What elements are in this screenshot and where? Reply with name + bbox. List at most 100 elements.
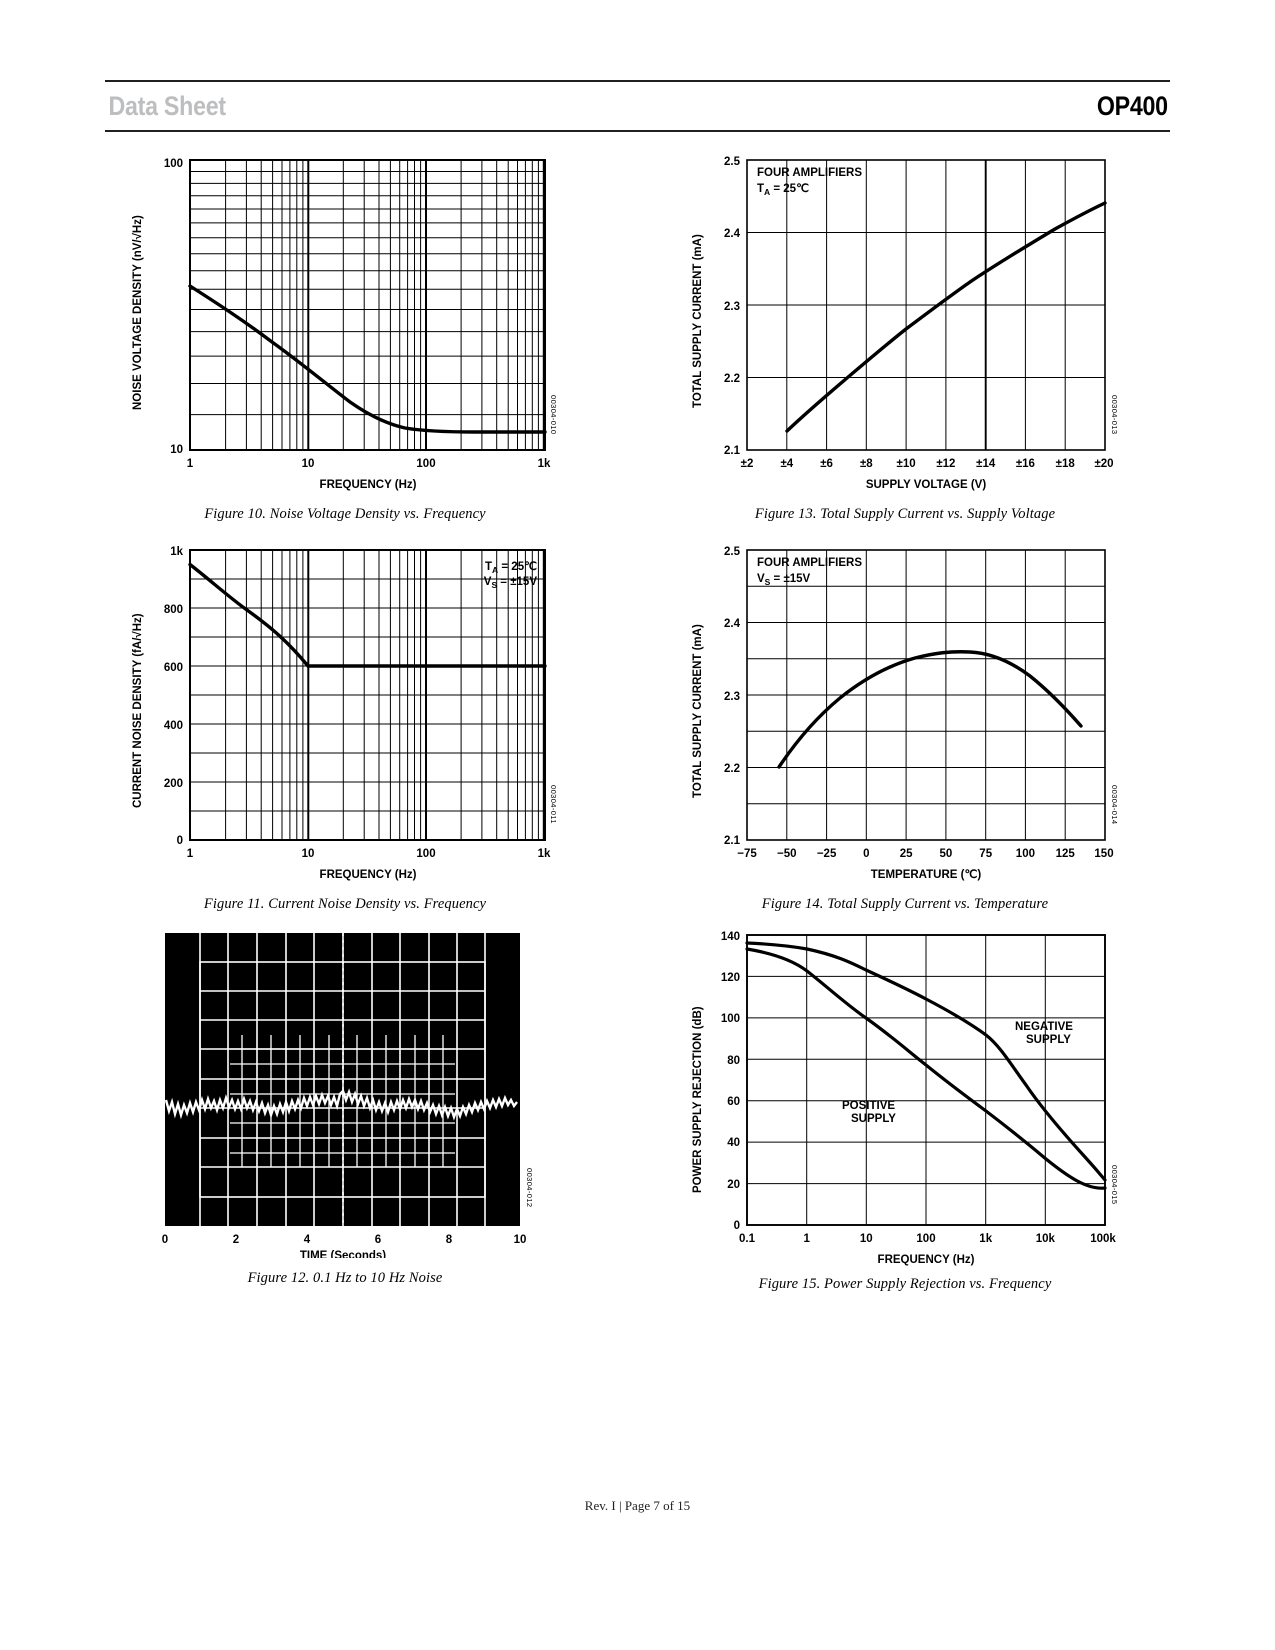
fig11-y-axis-title: CURRENT NOISE DENSITY (fA/√Hz) [131,613,144,808]
fig14-ytick-3: 2.2 [724,763,740,775]
fig15-neg-label-line1: NEGATIVE [1015,1021,1073,1033]
fig10-ytick-bottom: 10 [170,444,183,456]
fig14-ytick-4: 2.1 [724,835,741,847]
fig14-annot2-sub: S [765,577,771,587]
fig13-ytick-1: 2.4 [724,228,741,240]
fig11-xtick-3: 1k [538,848,551,860]
fig14-annot-line1: FOUR AMPLIFIERS [757,557,862,569]
figure-15-plot: POWER SUPPLY REJECTION (dB) 140 120 100 … [685,925,1125,1270]
fig12-xtick-4: 8 [446,1234,453,1246]
fig11-watermark-id: 00304-011 [549,785,558,824]
scope-graticule [199,933,486,1226]
figure-14-plot: TOTAL SUPPLY CURRENT (mA) 2.5 2.4 2.3 2.… [685,540,1125,890]
figure-15-svg: POWER SUPPLY REJECTION (dB) 140 120 100 … [692,931,1116,1266]
fig15-ytick-7: 0 [734,1220,740,1232]
svg-text:TA = 25℃: TA = 25℃ [485,560,537,575]
figure-14: TOTAL SUPPLY CURRENT (mA) 2.5 2.4 2.3 2.… [685,540,1125,913]
fig15-xtick-5: 10k [1036,1233,1056,1245]
fig11-annot2-sub: S [491,580,497,590]
fig11-xtick-1: 10 [302,848,315,860]
fig13-annot2-pre: T [757,183,764,195]
fig11-ytick-3: 400 [164,720,183,732]
fig15-ytick-3: 80 [727,1055,740,1067]
figure-11-plot: CURRENT NOISE DENSITY (fA/√Hz) 1k 800 60… [125,540,565,890]
figure-13-plot: TOTAL SUPPLY CURRENT (mA) 2.5 2.4 2.3 2.… [685,150,1125,500]
fig15-ytick-1: 120 [721,972,740,984]
document-type-title: Data Sheet [108,90,226,121]
figure-12: 0 2 4 6 8 10 TIME (Seconds) 00304-012 Fi… [125,928,565,1287]
figure-15: POWER SUPPLY REJECTION (dB) 140 120 100 … [685,925,1125,1293]
fig10-x-axis-title: FREQUENCY (Hz) [320,479,417,491]
part-number-title: OP400 [1097,90,1169,121]
figure-13: TOTAL SUPPLY CURRENT (mA) 2.5 2.4 2.3 2.… [685,150,1125,523]
fig11-ytick-2: 600 [164,662,183,674]
fig14-ytick-1: 2.4 [724,618,741,630]
fig11-annotation: TA = 25℃ VS = ±15V [484,560,538,590]
fig13-ytick-2: 2.3 [724,301,740,313]
fig13-xtick-0: ±2 [741,458,754,470]
fig13-data-curve [785,201,1107,433]
fig10-data-curve [188,284,547,434]
figure-14-svg: TOTAL SUPPLY CURRENT (mA) 2.5 2.4 2.3 2.… [692,546,1114,881]
fig15-pos-label-line1: POSITIVE [842,1100,895,1112]
fig15-negative-supply-curve [745,941,1107,1182]
fig14-annot2-post: = ±15V [770,573,810,585]
fig11-ytick-1: 800 [164,604,183,616]
fig15-ytick-6: 20 [727,1179,740,1191]
figure-11-caption: Figure 11. Current Noise Density vs. Fre… [203,896,487,912]
fig11-x-axis-title: FREQUENCY (Hz) [320,869,417,881]
fig13-ytick-3: 2.2 [724,373,740,385]
fig12-xtick-1: 2 [233,1234,239,1246]
fig13-xtick-3: ±8 [860,458,873,470]
fig14-xtick-4: 25 [900,848,913,860]
fig10-xtick-1: 10 [302,458,315,470]
fig15-neg-label-line2: SUPPLY [1026,1034,1071,1046]
fig15-xtick-0: 0.1 [739,1233,756,1245]
svg-text:VS = ±15V: VS = ±15V [757,573,811,587]
fig13-y-axis-title: TOTAL SUPPLY CURRENT (mA) [692,234,704,408]
fig10-xtick-2: 100 [416,458,435,470]
fig10-y-axis-title: NOISE VOLTAGE DENSITY (nV/√Hz) [131,215,144,410]
fig14-ytick-2: 2.3 [724,691,740,703]
fig12-x-axis-title: TIME (Seconds) [300,1250,386,1258]
fig10-xtick-3: 1k [538,458,551,470]
fig11-annot2-pre: V [484,576,492,588]
fig14-annotation: FOUR AMPLIFIERS VS = ±15V [757,557,862,587]
fig14-xtick-8: 125 [1056,848,1076,860]
fig13-xtick-9: ±20 [1094,458,1113,470]
fig15-xtick-6: 100k [1090,1233,1116,1245]
fig14-y-axis-title: TOTAL SUPPLY CURRENT (mA) [692,624,704,798]
fig11-ytick-0: 1k [170,546,183,558]
fig15-y-axis-title: POWER SUPPLY REJECTION (dB) [692,1006,704,1193]
fig13-xtick-1: ±4 [780,458,793,470]
fig15-ytick-0: 140 [721,931,740,943]
svg-text:TA = 25℃: TA = 25℃ [757,182,809,197]
fig15-positive-supply-label: POSITIVE SUPPLY [842,1100,896,1125]
fig15-ytick-4: 60 [727,1096,740,1108]
fig15-x-axis-title: FREQUENCY (Hz) [878,1254,975,1266]
fig13-annotation: FOUR AMPLIFIERS TA = 25℃ [757,167,862,197]
figure-12-plot: 0 2 4 6 8 10 TIME (Seconds) 00304-012 [125,928,565,1258]
figure-13-svg: TOTAL SUPPLY CURRENT (mA) 2.5 2.4 2.3 2.… [692,156,1114,491]
fig14-xtick-6: 75 [979,848,992,860]
fig13-xtick-6: ±14 [976,458,996,470]
fig15-positive-supply-curve [745,947,1107,1190]
fig11-xtick-2: 100 [416,848,435,860]
figure-10-svg: NOISE VOLTAGE DENSITY (nV/√Hz) 100 10 [131,158,551,491]
svg-text:VS = ±15V: VS = ±15V [484,576,538,590]
fig14-data-curve [777,650,1083,769]
fig14-xtick-2: −25 [817,848,837,860]
fig13-annot2-post: = 25℃ [770,182,809,195]
fig15-watermark-id: 00304-015 [1110,1165,1119,1205]
fig14-ytick-0: 2.5 [724,546,741,558]
fig13-xtick-4: ±10 [897,458,916,470]
fig15-ytick-2: 100 [721,1013,740,1025]
figure-10-plot: NOISE VOLTAGE DENSITY (nV/√Hz) 100 10 [125,150,565,500]
fig14-xtick-3: 0 [863,848,869,860]
fig15-xtick-4: 1k [979,1233,992,1245]
fig14-xtick-1: −50 [777,848,797,860]
fig13-watermark-id: 00304-013 [1110,395,1119,435]
fig14-xtick-0: −75 [737,848,757,860]
fig13-annot-line1: FOUR AMPLIFIERS [757,167,862,179]
